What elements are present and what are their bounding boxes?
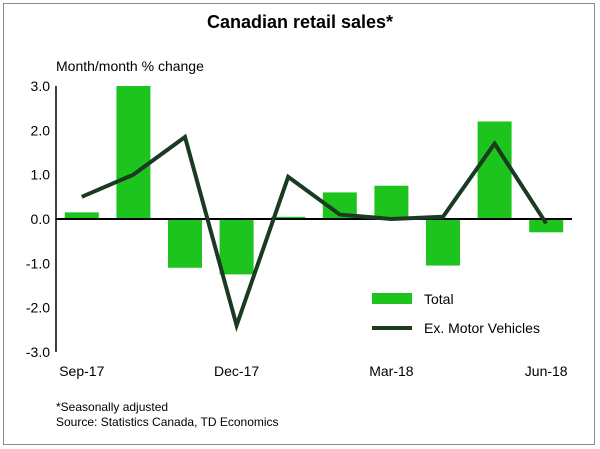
chart-title: Canadian retail sales* (206, 12, 394, 32)
bar-total-Nov-17 (168, 219, 202, 268)
y-tick-label: -2.0 (26, 300, 50, 316)
chart-notes: *Seasonally adjusted Source: Statistics … (56, 400, 279, 430)
y-tick-label: -1.0 (26, 255, 50, 271)
y-axis-label: Month/month % change (56, 58, 204, 74)
x-tick-label: Sep-17 (59, 363, 104, 379)
bar-total-Jun-18 (529, 219, 564, 233)
bar-total-Oct-17 (116, 86, 151, 219)
y-tick-label: 1.0 (31, 167, 51, 183)
bar-total-May-18 (477, 121, 512, 219)
x-tick-label: Jun-18 (525, 363, 568, 379)
legend-label-ex-motor-vehicles: Ex. Motor Vehicles (424, 320, 540, 336)
x-tick-label: Mar-18 (369, 363, 414, 379)
note-seasonally-adjusted: *Seasonally adjusted (56, 400, 169, 414)
bar-total-Apr-18 (426, 219, 460, 266)
bar-total-Sep-17 (64, 212, 99, 219)
y-tick-label: -3.0 (26, 344, 50, 360)
y-tick-label: 2.0 (31, 122, 51, 138)
chart-frame (3, 3, 595, 445)
legend-label-total: Total (424, 291, 454, 307)
note-source: Source: Statistics Canada, TD Economics (56, 415, 279, 429)
line-ex-motor-vehicles (81, 133, 548, 333)
y-tick-label: 3.0 (31, 78, 51, 94)
bar-total-Mar-18 (374, 185, 409, 219)
bar-total-Dec-17 (219, 219, 254, 275)
y-tick-label: 0.0 (31, 211, 51, 227)
bar-total-Jan-18 (271, 216, 306, 219)
legend-swatch-total (372, 293, 412, 304)
x-tick-label: Dec-17 (214, 363, 259, 379)
